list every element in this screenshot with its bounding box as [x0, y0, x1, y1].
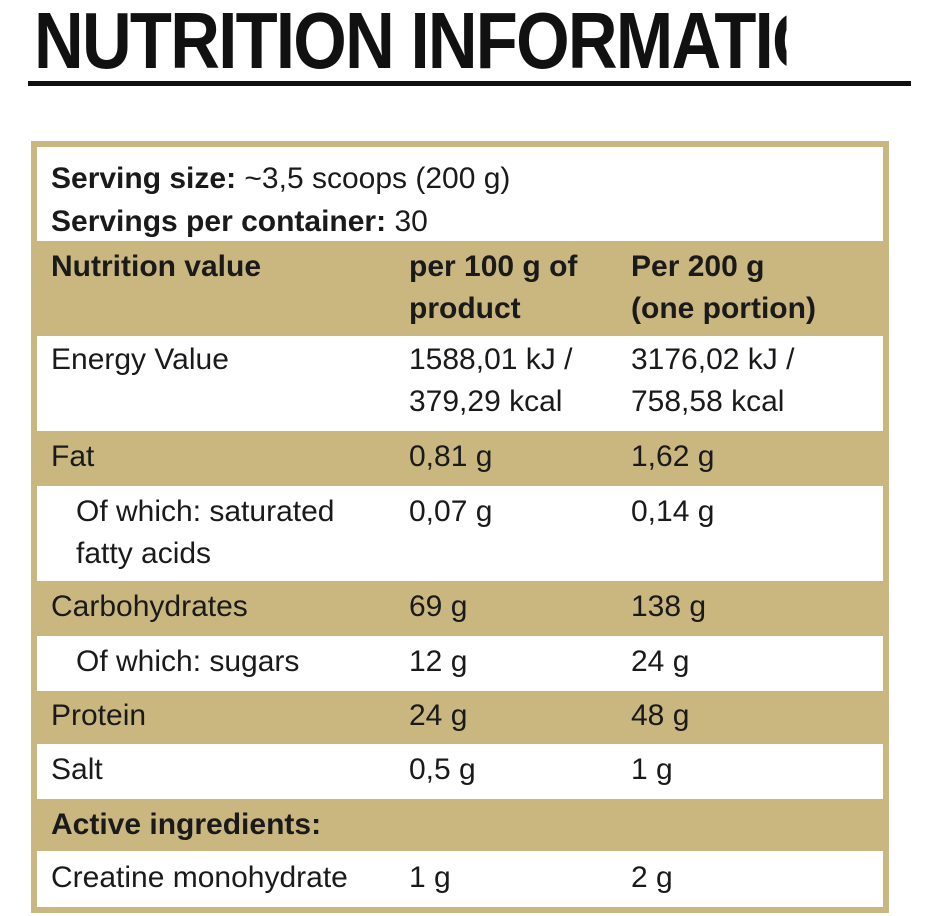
table-row: Of which: sugars 12 g 24 g	[37, 636, 883, 691]
row-per-100g-line1: 1588,01 kJ /	[409, 343, 573, 376]
active-ingredients-heading: Active ingredients:	[51, 808, 322, 841]
row-label: Of which: sugars	[76, 645, 300, 678]
row-per-100g: 0,07 g	[409, 495, 493, 528]
active-ingredients-header-row: Active ingredients:	[37, 799, 883, 851]
nutrition-table: Serving size: ~3,5 scoops (200 g) Servin…	[31, 141, 889, 913]
serving-size: Serving size: ~3,5 scoops (200 g)	[51, 157, 883, 200]
table-row: Carbohydrates 69 g 138 g	[37, 581, 883, 636]
row-label: Creatine monohydrate	[51, 861, 348, 894]
servings-per-container-value: 30	[386, 205, 428, 238]
header-per-200g-line2: (one portion)	[631, 292, 816, 325]
table-row: Salt 0,5 g 1 g	[37, 744, 883, 799]
table-header-row: Nutrition value per 100 g of product Per…	[37, 241, 883, 336]
header-per-200g: Per 200 g (one portion)	[631, 246, 883, 336]
row-label: Carbohydrates	[51, 590, 248, 623]
row-label-line1: Of which: saturated	[76, 495, 335, 528]
header-per-100g-line2: product	[409, 292, 521, 325]
row-per-100g: 69 g	[409, 590, 468, 623]
table-row: Protein 24 g 48 g	[37, 691, 883, 744]
header-nutrition-value: Nutrition value	[51, 250, 262, 283]
header-per-200g-line1: Per 200 g	[631, 250, 765, 283]
row-per-100g: 0,5 g	[409, 753, 476, 786]
table-row: Creatine monohydrate 1 g 2 g	[37, 851, 883, 907]
table-row: Energy Value 1588,01 kJ / 379,29 kcal 31…	[37, 336, 883, 431]
row-per-200g: 3176,02 kJ / 758,58 kcal	[631, 339, 883, 431]
title-underline	[28, 81, 911, 86]
header-per-100g-line1: per 100 g of	[409, 250, 578, 283]
row-per-200g: 1 g	[631, 753, 673, 786]
header-per-100g: per 100 g of product	[409, 246, 631, 336]
servings-per-container-label: Servings per container:	[51, 205, 387, 238]
table-row: Of which: saturated fatty acids 0,07 g 0…	[37, 486, 883, 581]
row-per-100g: 1588,01 kJ / 379,29 kcal	[409, 339, 631, 431]
row-per-200g: 48 g	[631, 699, 690, 732]
row-per-200g-line2: 758,58 kcal	[631, 385, 785, 418]
row-label: Fat	[51, 440, 95, 473]
page-title: NUTRITION INFORMATION	[34, 2, 787, 80]
row-label: Salt	[51, 753, 103, 786]
row-label: Energy Value	[51, 343, 229, 376]
row-per-100g: 12 g	[409, 645, 468, 678]
row-per-200g: 1,62 g	[631, 440, 715, 473]
row-per-200g: 138 g	[631, 590, 707, 623]
row-per-200g: 24 g	[631, 645, 690, 678]
row-per-200g: 2 g	[631, 861, 673, 894]
row-per-100g-line2: 379,29 kcal	[409, 385, 563, 418]
table-row: Fat 0,81 g 1,62 g	[37, 431, 883, 486]
row-per-100g: 0,81 g	[409, 440, 493, 473]
row-label-line2: fatty acids	[76, 537, 212, 570]
row-per-100g: 1 g	[409, 861, 451, 894]
row-per-200g-line1: 3176,02 kJ /	[631, 343, 795, 376]
row-label: Protein	[51, 699, 147, 732]
row-per-100g: 24 g	[409, 699, 468, 732]
serving-info: Serving size: ~3,5 scoops (200 g) Servin…	[37, 147, 883, 241]
serving-size-value: ~3,5 scoops (200 g)	[236, 162, 511, 195]
row-per-200g: 0,14 g	[631, 495, 715, 528]
servings-per-container: Servings per container: 30	[51, 200, 883, 243]
row-label: Of which: saturated fatty acids	[37, 491, 409, 581]
serving-size-label: Serving size:	[51, 162, 237, 195]
